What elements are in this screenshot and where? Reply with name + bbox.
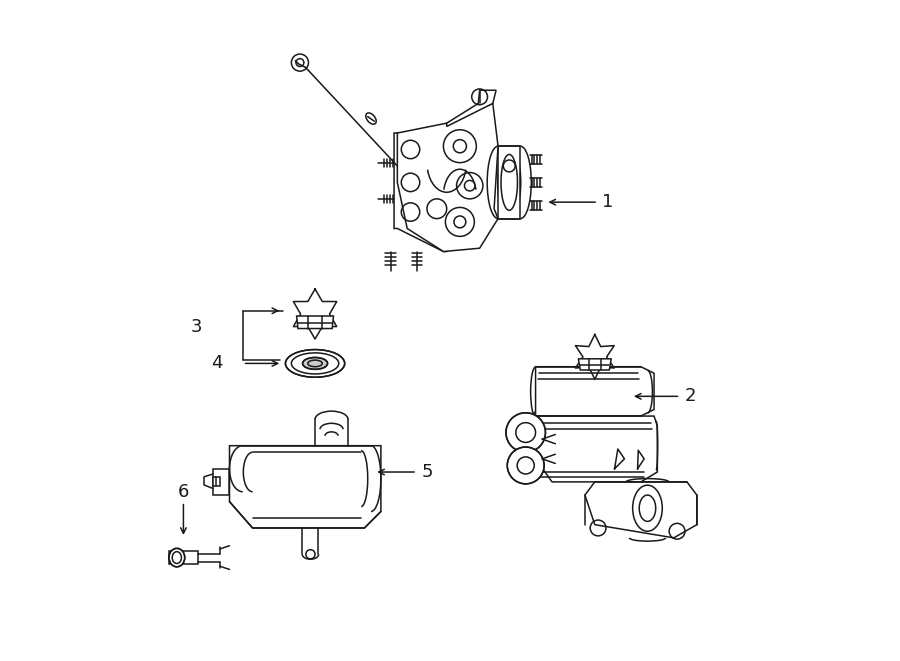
Circle shape — [508, 447, 544, 484]
Polygon shape — [213, 477, 220, 486]
Polygon shape — [230, 446, 381, 528]
Ellipse shape — [285, 350, 345, 377]
Text: 4: 4 — [211, 354, 222, 372]
Polygon shape — [498, 146, 520, 219]
Polygon shape — [446, 91, 496, 126]
Text: 2: 2 — [685, 387, 696, 405]
Polygon shape — [536, 416, 657, 482]
Polygon shape — [397, 103, 498, 252]
Text: 6: 6 — [177, 483, 189, 501]
Ellipse shape — [169, 549, 184, 566]
Ellipse shape — [498, 146, 521, 219]
Text: 3: 3 — [191, 318, 202, 336]
Ellipse shape — [302, 358, 328, 369]
Polygon shape — [536, 367, 654, 416]
Polygon shape — [579, 359, 611, 370]
Polygon shape — [297, 316, 334, 329]
Circle shape — [506, 412, 545, 452]
Text: 1: 1 — [602, 193, 614, 211]
Polygon shape — [394, 123, 446, 252]
Polygon shape — [169, 551, 198, 564]
Text: 5: 5 — [421, 463, 433, 481]
Polygon shape — [213, 469, 230, 495]
Polygon shape — [585, 482, 697, 538]
